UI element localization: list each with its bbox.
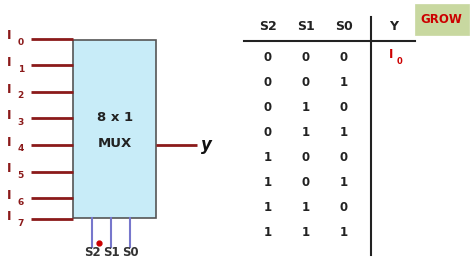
Text: 0: 0 <box>264 126 272 139</box>
Text: 1: 1 <box>18 65 24 74</box>
Text: 6: 6 <box>18 198 24 207</box>
Text: S1: S1 <box>103 246 120 259</box>
Text: 0: 0 <box>301 151 310 164</box>
Text: I: I <box>7 136 11 149</box>
Text: 1: 1 <box>339 176 348 189</box>
Text: 0: 0 <box>396 57 402 66</box>
Text: y: y <box>201 136 212 154</box>
Text: 0: 0 <box>264 101 272 114</box>
Text: 1: 1 <box>339 226 348 239</box>
Text: 0: 0 <box>18 38 24 47</box>
Text: I: I <box>7 210 11 223</box>
Text: 3: 3 <box>18 118 24 127</box>
Text: 8 x 1: 8 x 1 <box>97 111 133 123</box>
Text: 0: 0 <box>339 201 348 214</box>
FancyBboxPatch shape <box>73 40 156 218</box>
Text: I: I <box>389 48 393 61</box>
Text: 1: 1 <box>264 201 272 214</box>
Text: 0: 0 <box>264 76 272 89</box>
Text: 5: 5 <box>18 171 24 180</box>
Text: 0: 0 <box>339 101 348 114</box>
Text: 1: 1 <box>264 226 272 239</box>
Text: 1: 1 <box>301 226 310 239</box>
Text: 1: 1 <box>264 151 272 164</box>
FancyBboxPatch shape <box>415 4 469 35</box>
Text: S2: S2 <box>84 246 101 259</box>
Text: 1: 1 <box>339 76 348 89</box>
Text: Y: Y <box>389 20 398 33</box>
Text: 0: 0 <box>339 151 348 164</box>
Text: 0: 0 <box>301 176 310 189</box>
Text: S2: S2 <box>259 20 277 33</box>
Text: MUX: MUX <box>98 137 132 150</box>
Text: 1: 1 <box>339 126 348 139</box>
Text: 1: 1 <box>301 201 310 214</box>
Text: 1: 1 <box>264 176 272 189</box>
Text: I: I <box>7 109 11 122</box>
Text: 1: 1 <box>301 101 310 114</box>
Text: I: I <box>7 83 11 95</box>
Text: I: I <box>7 163 11 175</box>
Text: 0: 0 <box>339 51 348 64</box>
Text: 2: 2 <box>18 91 24 100</box>
Text: S0: S0 <box>335 20 353 33</box>
Text: I: I <box>7 56 11 69</box>
Text: 7: 7 <box>18 219 24 228</box>
Text: S0: S0 <box>122 246 139 259</box>
Text: S1: S1 <box>297 20 315 33</box>
Text: 0: 0 <box>264 51 272 64</box>
Text: GROW: GROW <box>421 13 463 26</box>
Text: 0: 0 <box>301 76 310 89</box>
Text: 0: 0 <box>301 51 310 64</box>
Text: 4: 4 <box>18 144 24 153</box>
Text: I: I <box>7 30 11 42</box>
Text: I: I <box>7 189 11 202</box>
Text: 1: 1 <box>301 126 310 139</box>
